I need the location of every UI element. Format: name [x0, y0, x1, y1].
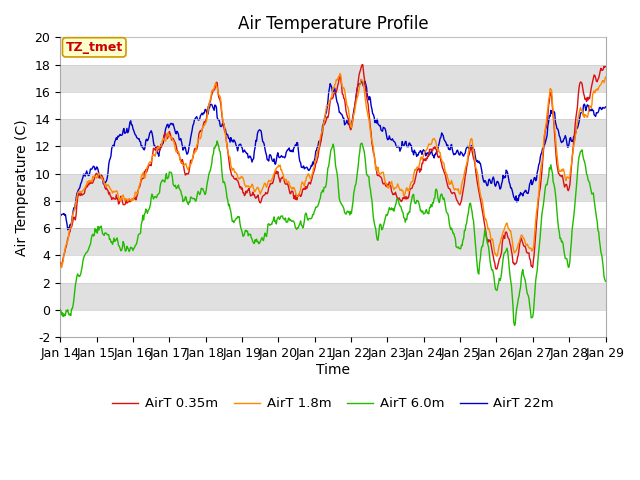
Bar [60, 310, 605, 337]
Line: AirT 0.35m: AirT 0.35m [60, 65, 605, 269]
AirT 0.35m [602, 64, 609, 70]
Bar [60, 65, 605, 92]
AirT 6.0m [416, 204, 424, 209]
Line: AirT 1.8m: AirT 1.8m [60, 73, 605, 267]
AirT 6.0m [213, 138, 221, 144]
Bar [60, 174, 605, 201]
Bar [60, 92, 605, 119]
AirT 6.0m [207, 168, 214, 173]
AirT 0.35m [66, 229, 74, 235]
AirT 22m [401, 142, 408, 147]
AirT 22m [67, 222, 75, 228]
Y-axis label: Air Temperature (C): Air Temperature (C) [15, 119, 29, 256]
AirT 22m [357, 77, 365, 83]
AirT 6.0m [511, 323, 518, 328]
AirT 6.0m [66, 311, 74, 317]
AirT 22m [64, 227, 72, 233]
AirT 6.0m [56, 307, 64, 312]
AirT 1.8m [58, 264, 65, 270]
AirT 1.8m [179, 160, 186, 166]
AirT 1.8m [417, 156, 424, 162]
AirT 6.0m [602, 278, 609, 284]
Title: Air Temperature Profile: Air Temperature Profile [237, 15, 428, 33]
AirT 22m [417, 148, 424, 154]
AirT 0.35m [122, 197, 130, 203]
AirT 0.35m [416, 169, 424, 175]
AirT 0.35m [178, 160, 186, 166]
AirT 1.8m [207, 93, 215, 99]
Bar [60, 228, 605, 255]
AirT 22m [56, 213, 64, 219]
AirT 6.0m [122, 248, 130, 253]
Bar [60, 283, 605, 310]
X-axis label: Time: Time [316, 363, 350, 377]
AirT 0.35m [492, 266, 500, 272]
AirT 22m [207, 101, 215, 107]
AirT 22m [602, 104, 609, 110]
AirT 1.8m [602, 74, 609, 80]
Bar [60, 146, 605, 174]
AirT 22m [179, 143, 186, 148]
AirT 0.35m [56, 260, 64, 266]
AirT 1.8m [336, 71, 344, 76]
Bar [60, 201, 605, 228]
AirT 1.8m [123, 196, 131, 202]
AirT 1.8m [401, 192, 408, 198]
AirT 22m [123, 125, 131, 131]
Line: AirT 6.0m: AirT 6.0m [60, 141, 605, 325]
Text: TZ_tmet: TZ_tmet [66, 41, 123, 54]
AirT 1.8m [56, 261, 64, 266]
AirT 1.8m [67, 225, 75, 231]
Bar [60, 119, 605, 146]
AirT 6.0m [400, 215, 408, 221]
AirT 0.35m [400, 195, 408, 201]
Bar [60, 37, 605, 65]
Bar [60, 255, 605, 283]
Line: AirT 22m: AirT 22m [60, 80, 605, 230]
AirT 0.35m [207, 99, 214, 105]
Legend: AirT 0.35m, AirT 1.8m, AirT 6.0m, AirT 22m: AirT 0.35m, AirT 1.8m, AirT 6.0m, AirT 2… [106, 392, 559, 416]
AirT 6.0m [178, 192, 186, 197]
AirT 0.35m [359, 62, 367, 68]
